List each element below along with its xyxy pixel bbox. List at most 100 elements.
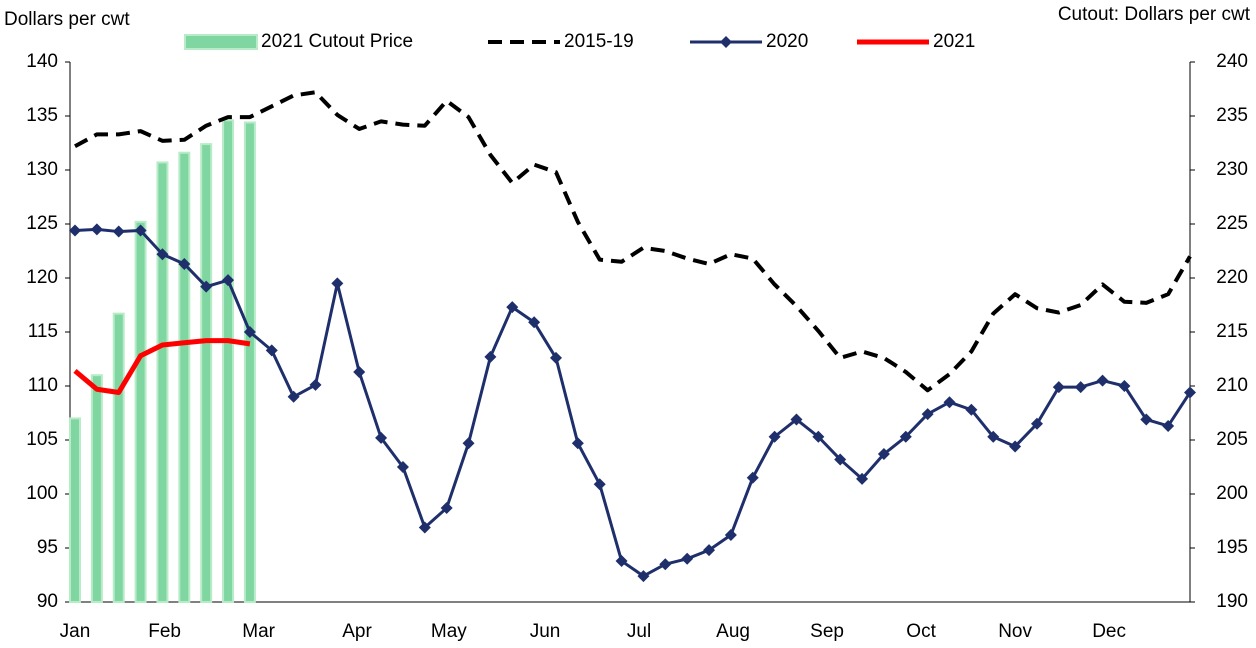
point: [681, 552, 694, 565]
y2-tick-label: 205: [1216, 429, 1248, 450]
point: [1118, 380, 1131, 392]
point: [1140, 413, 1153, 426]
point: [659, 558, 672, 571]
point: [834, 453, 847, 466]
bar: [178, 151, 191, 603]
x-tick-label: Sep: [810, 621, 844, 642]
y-tick-label: 135: [26, 105, 58, 126]
point: [703, 544, 716, 557]
line: [73, 338, 251, 395]
point: [768, 430, 781, 443]
y2-tick-label: 195: [1216, 537, 1248, 558]
x-tick-label: Mar: [242, 621, 275, 642]
point: [1162, 419, 1175, 432]
y-tick-label: 105: [26, 429, 58, 450]
x-tick-label: Jul: [627, 621, 651, 642]
y-tick-label: 120: [26, 267, 58, 288]
point: [331, 277, 344, 290]
y2-tick-label: 200: [1216, 483, 1248, 504]
y2-tick-label: 240: [1216, 51, 1248, 72]
point: [222, 274, 235, 287]
point: [287, 390, 300, 403]
y-tick-label: 95: [37, 537, 58, 558]
bar: [90, 374, 103, 604]
point: [571, 437, 584, 450]
x-tick-label: Oct: [906, 621, 936, 642]
x-tick-label: May: [431, 621, 467, 642]
point: [243, 326, 256, 338]
point: [790, 413, 803, 426]
y-tick-label: 125: [26, 213, 58, 234]
point: [987, 430, 1000, 443]
point: [178, 257, 191, 270]
bar: [134, 220, 147, 603]
y-tick-label: 130: [26, 159, 58, 180]
y2-tick-label: 215: [1216, 321, 1248, 342]
bar: [156, 161, 169, 603]
y2-axis-label: Cutout: Dollars per cwt: [1058, 4, 1251, 25]
y2-tick-label: 235: [1216, 105, 1248, 126]
y-tick-label: 115: [28, 321, 58, 342]
point: [1074, 381, 1087, 394]
point: [90, 223, 103, 236]
point: [921, 408, 934, 421]
point: [309, 378, 322, 391]
line: [74, 90, 1192, 393]
point: [1009, 440, 1022, 453]
x-tick-label: Nov: [998, 621, 1032, 642]
y2-tick-label: 230: [1216, 159, 1248, 180]
bar: [222, 119, 235, 603]
point: [943, 396, 956, 409]
legend-label: 2015-19: [564, 31, 634, 52]
point: [615, 554, 628, 567]
point: [200, 280, 213, 293]
y2-tick-label: 210: [1216, 375, 1248, 396]
point: [375, 431, 388, 444]
legend-marker: [720, 36, 732, 48]
point: [69, 224, 81, 237]
x-tick-label: Apr: [342, 621, 372, 642]
y-axis-label: Dollars per cwt: [4, 9, 130, 30]
point: [637, 570, 650, 583]
y2-tick-label: 190: [1216, 591, 1248, 612]
point: [593, 478, 606, 491]
point: [156, 248, 169, 261]
x-tick-label: Aug: [716, 621, 750, 642]
point: [484, 350, 497, 363]
point: [112, 225, 125, 238]
point: [1184, 386, 1196, 399]
point: [396, 461, 409, 473]
point: [462, 437, 475, 450]
point: [724, 529, 737, 542]
point: [965, 403, 978, 416]
x-tick-label: Jun: [530, 621, 561, 642]
y-tick-label: 140: [26, 51, 58, 72]
point: [353, 365, 366, 378]
legend-label: 2021: [933, 31, 975, 52]
legend-label: 2021 Cutout Price: [261, 31, 413, 52]
point: [899, 430, 912, 443]
point: [856, 472, 869, 485]
point: [265, 344, 278, 357]
y2-tick-label: 225: [1216, 213, 1248, 234]
x-tick-label: Dec: [1092, 621, 1126, 642]
bar: [243, 121, 256, 603]
point: [1096, 374, 1109, 387]
point: [746, 471, 759, 484]
x-tick-label: Jan: [60, 621, 91, 642]
point: [877, 448, 890, 461]
point: [528, 316, 541, 329]
point: [1030, 417, 1043, 430]
point: [812, 430, 825, 443]
y2-tick-label: 220: [1216, 267, 1248, 288]
legend-swatch: [184, 34, 258, 50]
point: [506, 301, 519, 314]
point: [549, 351, 562, 364]
legend-label: 2020: [766, 31, 808, 52]
point: [418, 521, 431, 534]
y-tick-label: 110: [28, 375, 58, 396]
x-tick-label: Feb: [148, 621, 181, 642]
y-tick-label: 90: [37, 591, 58, 612]
